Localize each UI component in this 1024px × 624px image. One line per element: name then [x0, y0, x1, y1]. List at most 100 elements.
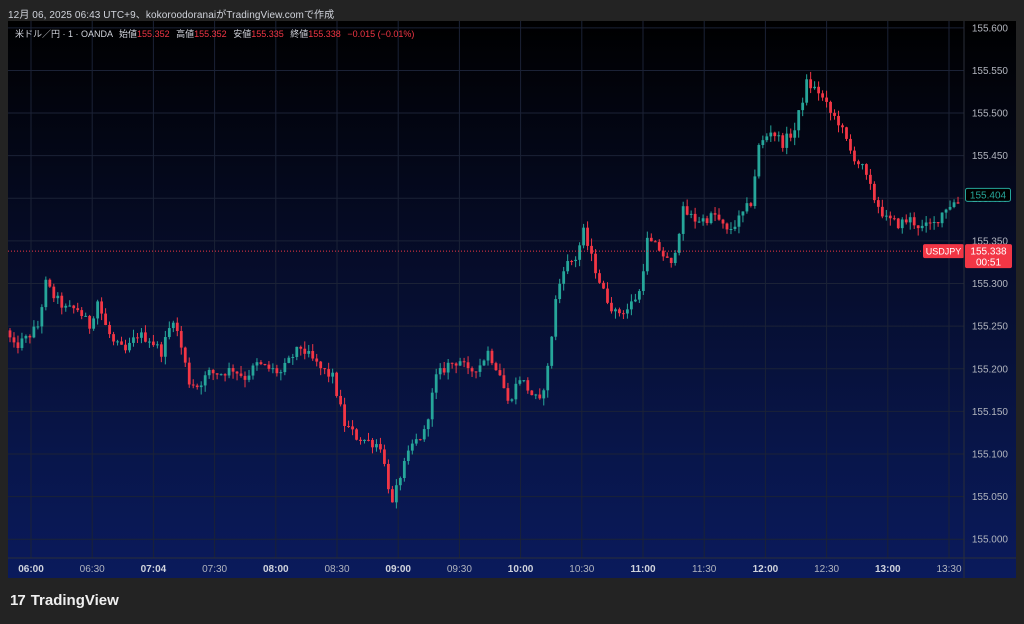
time-tick-label: 12:30 — [814, 564, 839, 575]
candle-body — [295, 346, 299, 357]
candle-body — [36, 326, 40, 328]
candle-body — [872, 183, 876, 201]
price-axis[interactable]: 155.600155.550155.500155.450155.400155.3… — [963, 21, 1012, 578]
time-tick-label: 09:00 — [385, 564, 411, 575]
candle-body — [398, 478, 402, 486]
candle-body — [339, 395, 343, 405]
chart-panel[interactable]: USDJPY 155.600 155.550 155.500 155.450 155.4… — [8, 21, 1016, 578]
candle-body — [112, 334, 115, 342]
candle-body — [765, 136, 769, 141]
candle-body — [207, 369, 211, 376]
candle-body — [183, 347, 187, 363]
candle-body — [275, 368, 279, 374]
candle-body — [582, 227, 585, 246]
candle-body — [697, 221, 701, 223]
candle-body — [665, 256, 669, 258]
candle-body — [351, 426, 354, 430]
candle-body — [434, 374, 438, 393]
candle-body — [223, 374, 227, 376]
candle-body — [849, 138, 852, 151]
candle-body — [817, 86, 821, 94]
candle-body — [900, 219, 904, 229]
candle-body — [602, 282, 605, 289]
candle-body — [518, 380, 522, 384]
candle-body — [522, 380, 526, 382]
candle-body — [446, 362, 450, 373]
candle-body — [490, 350, 494, 364]
time-axis[interactable]: 06:00 06:30 07:04 07:30 08:00 08:30 09:00 09:30… — [8, 557, 1016, 575]
time-tick-label: 06:00 — [18, 564, 44, 575]
change-value: −0.015 (−0.01%) — [347, 29, 415, 39]
candle-body — [347, 425, 350, 427]
candle-body — [578, 245, 582, 260]
high-label: 高値 — [176, 29, 195, 39]
candle-body — [287, 357, 291, 363]
candle-body — [733, 226, 737, 229]
candle-body — [880, 206, 884, 217]
symbol-label: 米ドル／円 · 1 · OANDA — [15, 29, 113, 39]
price-tick-label: 155.500 — [972, 109, 1009, 120]
candle-body — [151, 341, 155, 346]
candle-body — [594, 253, 597, 274]
candle-body — [442, 368, 446, 373]
candle-body — [805, 79, 809, 103]
candle-body — [546, 365, 550, 391]
candle-body — [590, 245, 593, 254]
candle-body — [323, 368, 327, 370]
candle-body — [279, 372, 283, 374]
candle-body — [132, 337, 135, 343]
candle-body — [777, 135, 781, 137]
price-tick-label: 155.050 — [972, 492, 1009, 503]
candle-body — [940, 212, 944, 224]
candle-body — [120, 341, 123, 345]
time-tick-label: 11:30 — [692, 564, 717, 575]
candle-body — [745, 203, 749, 212]
time-tick-label: 13:30 — [936, 564, 961, 575]
tradingview-brand[interactable]: 17 TradingView — [10, 592, 119, 609]
candle-body — [797, 110, 801, 131]
candle-body — [829, 101, 832, 113]
candle-body — [813, 86, 817, 89]
candle-body — [144, 332, 147, 342]
candle-body — [653, 241, 657, 243]
candle-body — [263, 364, 267, 366]
candle-body — [868, 174, 872, 184]
candle-body — [32, 326, 36, 338]
candle-body — [466, 362, 470, 369]
candle-body — [904, 219, 908, 223]
candle-body — [685, 206, 689, 215]
candle-body — [633, 299, 637, 302]
candle-body — [299, 346, 303, 349]
chart-legend: 米ドル／円 · 1 · OANDA 始値155.352 高値155.352 安値… — [15, 27, 414, 40]
candle-body — [155, 344, 159, 346]
candle-body — [494, 363, 498, 371]
candle-body — [199, 385, 203, 388]
candle-body — [721, 219, 725, 224]
candle-body — [40, 307, 44, 327]
symbol-tag-label: USDJPY — [926, 247, 962, 257]
candle-body — [554, 299, 558, 337]
candle-body — [52, 286, 56, 299]
candle-body — [383, 449, 386, 464]
candle-body — [239, 373, 243, 376]
candle-body — [227, 368, 231, 376]
time-tick-label: 08:30 — [324, 564, 349, 575]
candle-body — [793, 130, 797, 138]
price-chart[interactable]: USDJPY 155.600 155.550 155.500 155.450 155.4… — [8, 21, 1016, 578]
candle-body — [379, 444, 382, 450]
candle-body — [502, 375, 506, 389]
candle-body — [809, 79, 813, 89]
candle-body — [769, 132, 773, 137]
candle-body — [88, 315, 92, 329]
candle-body — [283, 362, 287, 373]
last-price-bg — [965, 244, 1012, 269]
candle-body — [414, 439, 418, 444]
candle-body — [785, 133, 789, 148]
grid — [8, 21, 964, 558]
candle-body — [426, 419, 430, 430]
symbol-tag: USDJPY — [923, 244, 964, 259]
time-tick-label: 08:00 — [263, 564, 289, 575]
candle-body — [482, 360, 486, 366]
candle-body — [749, 203, 753, 206]
candle-body — [486, 350, 490, 361]
